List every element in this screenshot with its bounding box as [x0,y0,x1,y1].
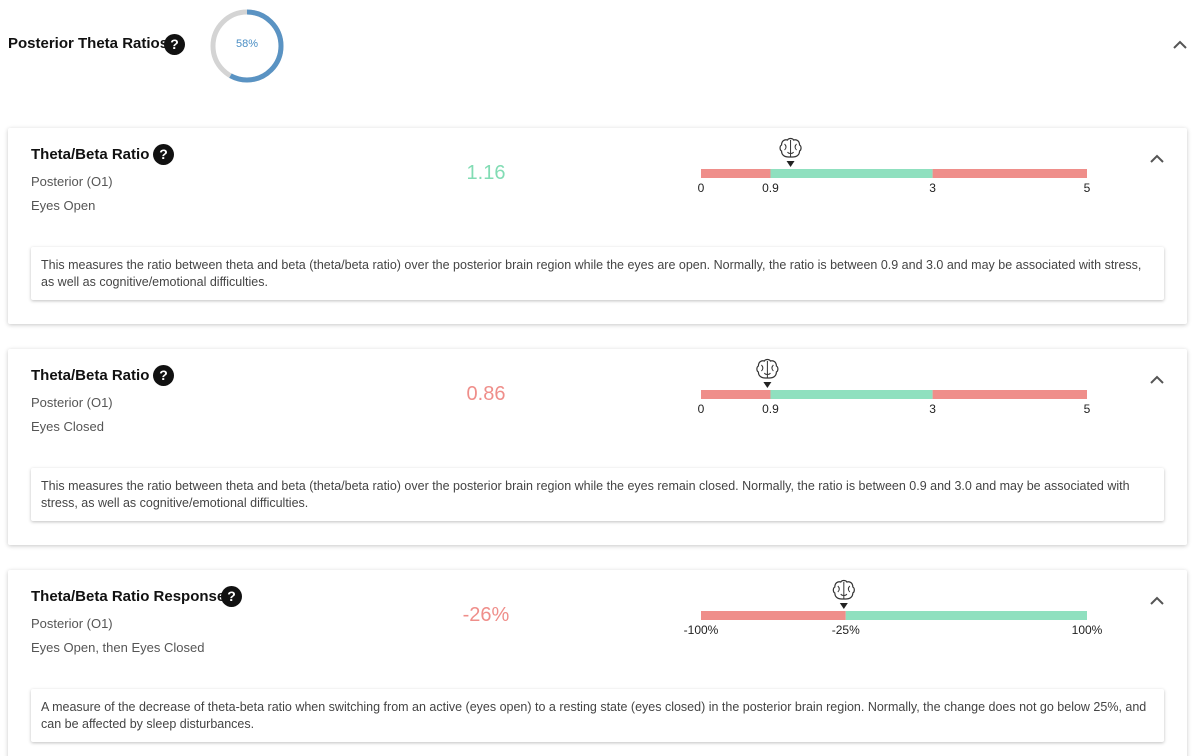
chevron-up-icon[interactable] [1149,596,1165,606]
range-scale: 0 0.9 3 5 [698,137,1091,195]
range-scale: 0 0.9 3 5 [698,358,1091,416]
scale-tick-label: -100% [684,623,719,637]
scale-segment-2 [932,390,1087,399]
brain-marker-icon [779,137,802,167]
scale-segment-2 [932,169,1087,178]
chevron-up-icon[interactable] [1172,40,1188,50]
scale-segment-1 [845,611,1087,620]
question-circle-icon[interactable]: ? [153,144,174,165]
question-circle-icon[interactable]: ? [164,34,185,55]
scale-segment-0 [701,390,771,399]
question-circle-icon[interactable]: ? [221,586,242,607]
card-title: Theta/Beta Ratio Response [31,588,226,605]
card-value: 1.16 [466,162,506,184]
metric-card-eyes-open: Theta/Beta Ratio ? Posterior (O1) Eyes O… [8,128,1187,324]
section-title: Posterior Theta Ratios [8,35,169,52]
scale-segment-1 [770,390,933,399]
scale-segment-1 [770,169,933,178]
card-region: Posterior (O1) [31,174,113,189]
description-box: A measure of the decrease of theta-beta … [31,689,1164,742]
brain-marker-icon [756,358,779,388]
scale-tick-label: 0.9 [762,181,779,195]
scale-tick-label: 100% [1072,623,1103,637]
chevron-up-icon[interactable] [1149,154,1165,164]
metric-card-eyes-closed: Theta/Beta Ratio ? Posterior (O1) Eyes C… [8,349,1187,545]
card-title: Theta/Beta Ratio [31,367,150,384]
scale-tick-label: 0 [698,181,705,195]
progress-ring [210,9,284,83]
card-condition: Eyes Open [31,198,96,213]
range-scale: -100% -25% 100% [684,579,1103,637]
scale-tick-label: -25% [832,623,860,637]
card-region: Posterior (O1) [31,395,113,410]
card-region: Posterior (O1) [31,616,113,631]
card-condition: Eyes Closed [31,419,104,434]
scale-tick-label: 0.9 [762,402,779,416]
brain-marker-icon [832,579,855,609]
card-value: -26% [462,604,510,626]
scale-segment-0 [701,169,771,178]
description-box: This measures the ratio between theta an… [31,247,1164,300]
scale-tick-label: 5 [1084,181,1091,195]
metric-card-response: Theta/Beta Ratio Response ? Posterior (O… [8,570,1187,756]
card-condition: Eyes Open, then Eyes Closed [31,640,205,655]
scale-tick-label: 3 [929,181,936,195]
description-box: This measures the ratio between theta an… [31,468,1164,521]
section-header[interactable]: Posterior Theta Ratios ? 58% [0,0,1200,90]
progress-ring-arc [210,9,284,83]
scale-segment-0 [701,611,846,620]
scale-tick-label: 0 [698,402,705,416]
chevron-up-icon[interactable] [1149,375,1165,385]
card-title: Theta/Beta Ratio [31,146,150,163]
progress-label: 58% [235,38,259,50]
scale-tick-label: 3 [929,402,936,416]
scale-tick-label: 5 [1084,402,1091,416]
card-value: 0.86 [466,383,506,405]
question-circle-icon[interactable]: ? [153,365,174,386]
